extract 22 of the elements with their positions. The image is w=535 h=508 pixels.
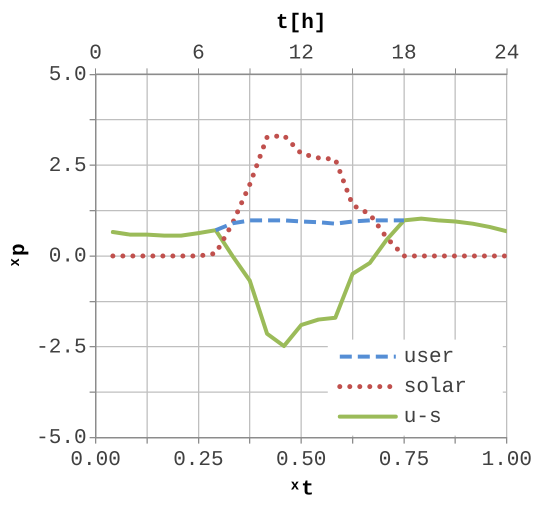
x2-tick-label: 24 [494,42,520,66]
y-axis-title: ˣp [8,243,31,269]
x2-tick-label: 18 [391,42,417,66]
x-tick-label: 0.75 [378,448,430,472]
x-tick-label: 0.50 [276,448,326,472]
y-tick-label: 2.5 [48,154,87,178]
x2-tick-label: 6 [192,42,205,66]
legend-label: u-s [404,406,442,430]
x-tick-label: 0.00 [70,448,121,472]
x-axis-title: ˣt [288,478,314,502]
x2-tick-label: 0 [89,42,102,66]
x2-tick-label: 12 [288,42,314,66]
line-series [214,218,406,232]
y-tick-label: -2.5 [36,336,87,360]
y-tick-label: 0.0 [48,246,87,269]
x-tick-label: 0.25 [173,448,224,472]
legend-label: user [404,346,454,370]
y-tick-label: 5.0 [48,64,87,87]
x2-axis-title: t[h] [276,12,326,35]
y-tick-label: -5.0 [36,427,87,450]
legend-label: solar [404,376,467,400]
x-tick-label: 1.00 [482,448,532,472]
